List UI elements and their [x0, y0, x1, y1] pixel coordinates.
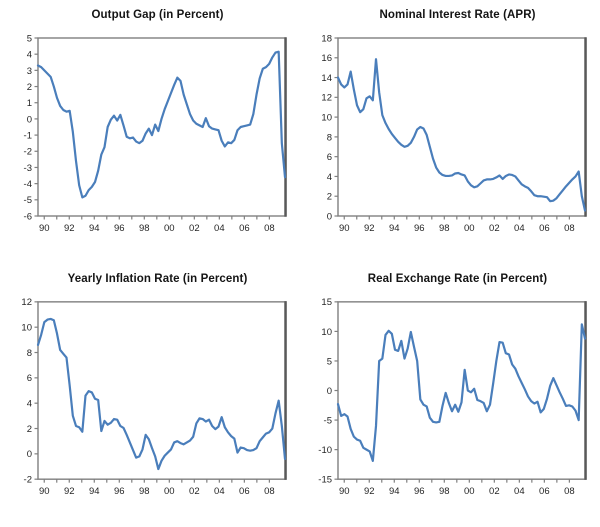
x-tick-label: 00: [464, 486, 475, 497]
y-tick-label: -10: [318, 445, 332, 456]
real-exchange-rate-plot: 15 10 5 0 -5 -10 -15 90 92 94 96 98 00 02 04 06 08: [318, 297, 587, 497]
x-tick-label: 04: [514, 223, 525, 234]
y-tick-label: 4: [27, 50, 32, 61]
x-tick-label: 98: [439, 486, 450, 497]
x-tick-label: 06: [239, 486, 250, 497]
x-tick-label: 96: [414, 223, 425, 234]
y-tick-label: 0: [27, 114, 32, 125]
y-tick-label: 6: [327, 152, 332, 163]
y-tick-label: -1: [24, 130, 32, 141]
y-tick-label: 0: [327, 386, 332, 397]
y-tick-label: 1: [27, 98, 32, 109]
x-tick-label: 00: [164, 223, 175, 234]
x-tick-label: 06: [539, 486, 550, 497]
y-tick-label: 6: [27, 373, 32, 384]
y-tick-label: -4: [24, 179, 32, 190]
y-tick-label: 12: [21, 297, 32, 308]
chart-title: Output Gap (in Percent): [91, 9, 224, 21]
x-tick-label: 90: [39, 223, 50, 234]
x-tick-label: 96: [414, 486, 425, 497]
chart-real-exchange-rate: Real Exchange Rate (in Percent) 15 10 5 0 -5…: [300, 264, 600, 527]
output-gap-plot: 5 4 3 2 1 0 -1 -2 -3 -4 -5 -6 90 92 94 96 98 00 02 04 06 08: [24, 33, 287, 234]
plot-border: [37, 301, 286, 480]
y-tick-label: -3: [24, 163, 32, 174]
x-tick-label: 90: [39, 486, 50, 497]
x-tick-label: 98: [439, 223, 450, 234]
y-tick-label: 16: [321, 53, 332, 64]
y-tick-label: -5: [324, 415, 332, 426]
x-tick-label: 90: [339, 486, 350, 497]
x-tick-label: 08: [264, 486, 275, 497]
x-tick-label: 98: [139, 223, 150, 234]
data-line: [336, 323, 587, 462]
y-tick-label: 0: [327, 211, 332, 222]
y-tick-label: 10: [21, 323, 32, 334]
chart-yearly-inflation-rate: Yearly Inflation Rate (in Percent) 12 10 8…: [0, 264, 300, 527]
y-tick-label: -6: [24, 211, 32, 222]
y-tick-label: -2: [24, 147, 32, 158]
x-tick-label: 96: [114, 223, 125, 234]
y-tick-label: 3: [27, 66, 32, 77]
y-tick-label: 14: [321, 73, 332, 84]
x-tick-label: 02: [189, 223, 200, 234]
data-line: [336, 58, 587, 212]
x-tick-label: 02: [189, 486, 200, 497]
x-tick-label: 92: [364, 486, 375, 497]
y-tick-label: 10: [321, 327, 332, 338]
x-tick-label: 96: [114, 486, 125, 497]
y-tick-label: 5: [327, 356, 332, 367]
nominal-interest-rate-plot: 18 16 14 12 10 8 6 4 2 0 90 92 94 96 98 00 02 04 06 08: [321, 33, 587, 234]
chart-title: Yearly Inflation Rate (in Percent): [67, 273, 248, 285]
x-tick-label: 94: [389, 223, 400, 234]
y-tick-label: 4: [327, 172, 332, 183]
chart-nominal-interest-rate: Nominal Interest Rate (APR) 18 16 14 12 10 8 6…: [300, 0, 600, 264]
chart-title: Nominal Interest Rate (APR): [379, 9, 536, 21]
y-tick-label: 8: [327, 132, 332, 143]
y-tick-label: -15: [318, 475, 332, 486]
y-tick-label: 5: [27, 33, 32, 44]
x-tick-label: 08: [564, 223, 575, 234]
y-tick-label: 15: [321, 297, 332, 308]
x-tick-label: 00: [164, 486, 175, 497]
y-tick-label: 2: [27, 424, 32, 435]
y-tick-label: 18: [321, 33, 332, 44]
y-tick-label: 2: [27, 82, 32, 93]
x-tick-label: 92: [64, 486, 75, 497]
x-tick-label: 92: [64, 223, 75, 234]
y-tick-label: 2: [327, 192, 332, 203]
x-tick-label: 02: [489, 486, 500, 497]
y-tick-label: 4: [27, 399, 32, 410]
y-tick-label: 0: [27, 449, 32, 460]
chart-output-gap: Output Gap (in Percent) 5 4 3 2 1 0 -1 -2 -3 -4 -5…: [0, 0, 300, 264]
y-tick-label: -2: [24, 475, 32, 486]
x-tick-label: 04: [514, 486, 525, 497]
data-line: [36, 317, 287, 471]
x-tick-label: 92: [364, 223, 375, 234]
x-tick-label: 94: [89, 223, 100, 234]
data-line: [36, 50, 287, 199]
x-tick-label: 94: [389, 486, 400, 497]
chart-title: Real Exchange Rate (in Percent): [367, 273, 548, 285]
x-tick-label: 04: [214, 223, 225, 234]
y-tick-label: 12: [321, 93, 332, 104]
x-tick-label: 98: [139, 486, 150, 497]
x-tick-label: 90: [339, 223, 350, 234]
yearly-inflation-rate-plot: 12 10 8 6 4 2 0 -2 90 92 94 96 98 00 02 04 06 08: [21, 297, 287, 497]
x-tick-label: 06: [539, 223, 550, 234]
x-tick-label: 04: [214, 486, 225, 497]
y-tick-label: 8: [27, 348, 32, 359]
x-tick-label: 08: [564, 486, 575, 497]
x-tick-label: 02: [489, 223, 500, 234]
y-tick-label: -5: [24, 195, 32, 206]
x-tick-label: 08: [264, 223, 275, 234]
x-tick-label: 94: [89, 486, 100, 497]
plot-border: [37, 37, 286, 217]
x-tick-label: 06: [239, 223, 250, 234]
x-tick-label: 00: [464, 223, 475, 234]
y-tick-label: 10: [321, 113, 332, 124]
